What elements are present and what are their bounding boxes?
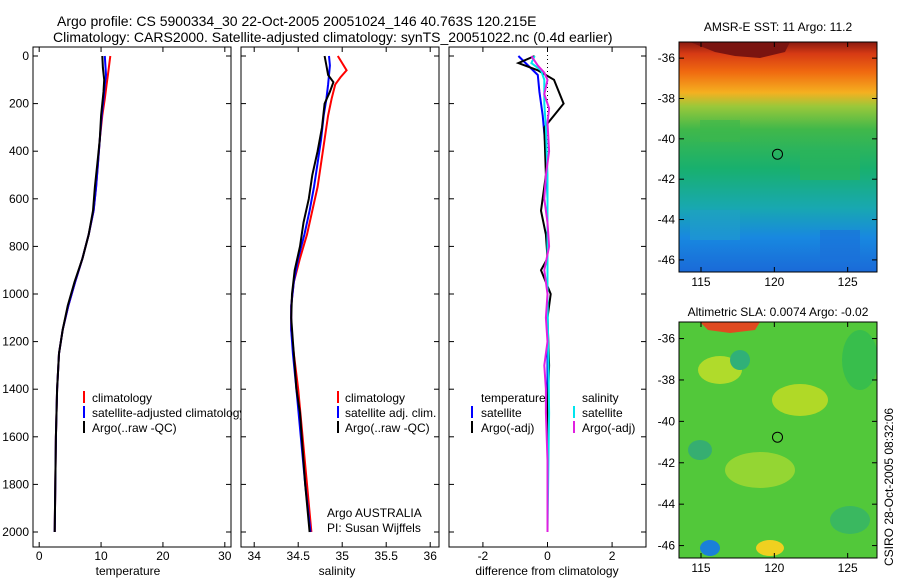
x-tick-label: 34 (248, 549, 262, 563)
difference-xlabel: difference from climatology (475, 564, 618, 578)
y-tick-label: 800 (9, 239, 29, 253)
legend-label-satellite: satellite-adjusted climatology (92, 406, 245, 420)
temperature-axes-frame (32, 46, 232, 548)
legend-label-argo: Argo(-adj) (582, 421, 635, 435)
x-tick-label: 34.5 (287, 549, 311, 563)
x-tick-label: 35 (336, 549, 350, 563)
map-x-tick-label: 120 (764, 275, 784, 289)
map-y-tick-label: -42 (658, 456, 676, 470)
sla-map-image (679, 322, 877, 558)
x-tick-label: -2 (478, 549, 489, 563)
difference-legend-salinity: salinity satellite Argo(-adj) (573, 391, 635, 435)
map-y-tick-label: -36 (658, 332, 676, 346)
legend-heading-salinity: salinity (582, 391, 619, 405)
legend-label-climatology: climatology (92, 391, 152, 405)
series-line-argo (53, 55, 106, 533)
sst-warm-patch (690, 42, 790, 58)
sla-high-patch (700, 322, 760, 333)
temperature-panel: 0 10 20 30 0 200 400 600 800 1000 1200 1400 1600 1800… (2, 46, 245, 578)
map-x-tick-label: 120 (764, 561, 784, 575)
y-tick-label: 600 (9, 192, 29, 206)
salinity-axes-frame (240, 46, 440, 548)
argo-float-marker (772, 431, 783, 443)
map-x-tick-label: 125 (838, 275, 858, 289)
salinity-panel: 34 34.5 35 35.5 36 salinity climatology sate… (240, 46, 440, 578)
map-y-tick-label: -46 (658, 253, 676, 267)
map-x-tick-label: 115 (691, 275, 710, 289)
difference-ticks: -2 0 2 (449, 47, 646, 563)
sst-map-panel: AMSR-E SST: 11 Argo: 11.2 115 120 125 -36 -3… (658, 20, 878, 289)
sst-map-ticks: 115 120 125 -36 -38 -40 -42 -44 -46 (658, 42, 877, 289)
map-y-tick-label: -46 (658, 539, 676, 553)
sla-map-ticks: 115 120 125 -36 -38 -40 -42 -44 -46 (658, 322, 877, 575)
y-tick-label: 1600 (2, 430, 29, 444)
temperature-ticks: 0 10 20 30 0 200 400 600 800 1000 1200 1400 1600 1800… (2, 47, 232, 563)
map-y-tick-label: -40 (658, 414, 676, 428)
y-tick-label: 1400 (2, 382, 29, 396)
y-tick-label: 200 (9, 97, 29, 111)
difference-panel: -2 0 2 difference from climatology tempera… (448, 46, 647, 578)
sst-texture (700, 120, 740, 142)
x-tick-label: 0 (544, 549, 551, 563)
x-tick-label: 0 (36, 549, 43, 563)
salinity-xlabel: salinity (319, 564, 356, 578)
y-tick-label: 1800 (2, 477, 29, 491)
map-y-tick-label: -38 (658, 91, 676, 105)
y-tick-label: 1200 (2, 335, 29, 349)
argo-float-marker (772, 148, 783, 160)
legend-label-argo: Argo(..raw -QC) (92, 421, 177, 435)
figure-title-line2: Climatology: CARS2000. Satellite-adjuste… (53, 29, 613, 45)
series-line-climatology (290, 55, 348, 533)
x-tick-label: 30 (218, 549, 232, 563)
x-tick-label: 20 (156, 549, 170, 563)
difference-legend-temperature: temperature satellite Argo(-adj) (471, 391, 546, 435)
temperature-lines (53, 55, 112, 533)
temperature-xlabel: temperature (96, 564, 161, 578)
series-line-salinity-satellite (530, 55, 551, 533)
map-y-tick-label: -40 (658, 132, 676, 146)
difference-lines (515, 55, 565, 533)
legend-label-argo: Argo(-adj) (481, 421, 534, 435)
figure-title-line1: Argo profile: CS 5900334_30 22-Oct-2005 … (57, 13, 537, 29)
x-tick-label: 2 (609, 549, 616, 563)
timestamp: CSIRO 28-Oct-2005 08:32:06 (882, 408, 896, 566)
legend-label-climatology: climatology (345, 391, 405, 405)
series-line-argo (290, 55, 335, 533)
sla-map-panel: Altimetric SLA: 0.0074 Argo: -0.02 115 12… (658, 305, 878, 575)
sst-map-title: AMSR-E SST: 11 Argo: 11.2 (704, 20, 853, 34)
legend-label-argo: Argo(..raw -QC) (345, 421, 430, 435)
map-y-tick-label: -42 (658, 172, 676, 186)
map-x-tick-label: 115 (691, 561, 710, 575)
y-tick-label: 2000 (2, 525, 29, 539)
map-y-tick-label: -44 (658, 213, 676, 227)
sst-map-image (679, 42, 877, 272)
sst-map-frame (678, 41, 878, 273)
temperature-legend: climatology satellite-adjusted climatolo… (83, 391, 245, 435)
map-y-tick-label: -38 (658, 373, 676, 387)
map-x-tick-label: 125 (838, 561, 858, 575)
sla-map-title: Altimetric SLA: 0.0074 Argo: -0.02 (688, 305, 869, 319)
x-tick-label: 10 (94, 549, 108, 563)
legend-label-satellite: satellite (582, 406, 623, 420)
legend-heading-temperature: temperature (481, 391, 546, 405)
legend-label-satellite: satellite (481, 406, 522, 420)
y-tick-label: 1000 (2, 287, 29, 301)
salinity-legend: climatology satellite adj. clim. Argo(..… (337, 391, 436, 435)
y-tick-label: 400 (9, 144, 29, 158)
x-tick-label: 35.5 (375, 549, 399, 563)
series-line-salinity-argo-adj- (530, 55, 551, 532)
salinity-ticks: 34 34.5 35 35.5 36 (241, 47, 439, 563)
y-tick-label: 0 (22, 49, 29, 63)
salinity-lines (290, 55, 348, 533)
sla-map-frame (678, 321, 878, 559)
credit-line2: PI: Susan Wijffels (327, 521, 421, 535)
credit-line1: Argo AUSTRALIA (327, 506, 422, 520)
x-tick-label: 36 (424, 549, 438, 563)
legend-label-satellite: satellite adj. clim. (345, 406, 436, 420)
map-y-tick-label: -36 (658, 51, 676, 65)
map-y-tick-label: -44 (658, 497, 676, 511)
